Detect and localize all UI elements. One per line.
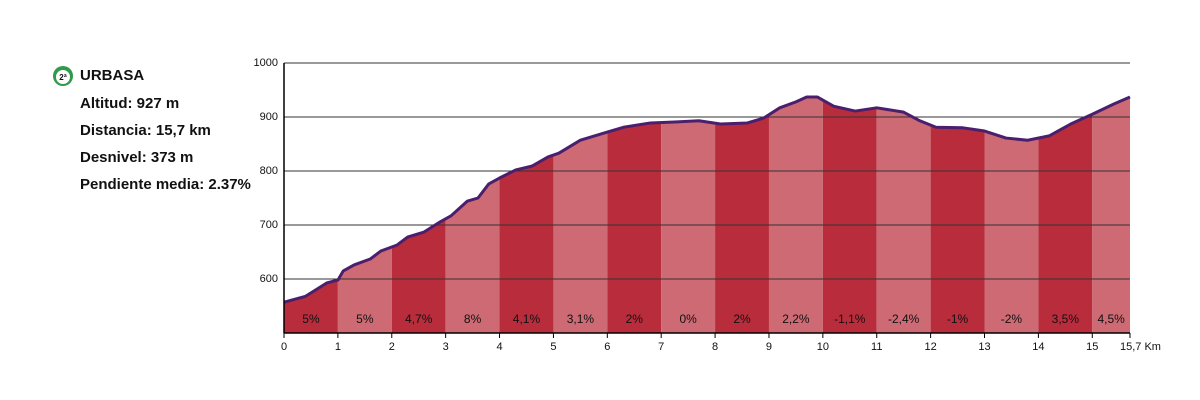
x-tick-label: 11	[871, 341, 882, 353]
x-tick-label: 6	[604, 341, 610, 353]
x-tick-label: 9	[766, 341, 772, 353]
y-tick-label: 600	[260, 273, 278, 285]
gradient-band	[930, 97, 985, 333]
segment-label: 2,2%	[782, 312, 810, 326]
x-tick-label: 5	[550, 341, 556, 353]
badge-text: 2ª	[59, 73, 66, 82]
gradient-band	[499, 97, 554, 333]
gradient-band	[661, 97, 716, 333]
x-tick-label: 4	[496, 341, 502, 353]
info-line: Pendiente media: 2.37%	[80, 176, 251, 193]
x-tick-label: 15	[1086, 341, 1098, 353]
segment-label: -1,1%	[834, 312, 866, 326]
info-line: Altitud: 927 m	[80, 95, 179, 112]
gradient-band	[553, 97, 608, 333]
segment-label: 4,1%	[513, 312, 541, 326]
gradient-band	[445, 97, 500, 333]
segment-label: -2%	[1001, 312, 1023, 326]
gradient-band	[1038, 97, 1093, 333]
x-tick-label: 15,7 Km	[1120, 341, 1161, 353]
gradient-band	[391, 97, 446, 333]
gradient-band	[715, 97, 769, 333]
segment-label: 4,5%	[1097, 312, 1125, 326]
segment-label: 2%	[626, 312, 644, 326]
elevation-line	[283, 95, 1131, 304]
x-tick-label: 7	[658, 341, 664, 353]
gradient-band	[876, 97, 931, 333]
y-tick-label: 1000	[254, 57, 278, 69]
gradient-band	[1092, 97, 1130, 333]
route-title: URBASA	[80, 67, 144, 84]
badge-inner	[56, 70, 70, 84]
gradient-band	[607, 97, 662, 333]
x-tick-label: 8	[712, 341, 718, 353]
gradient-band	[984, 97, 1039, 333]
segment-label: 4,7%	[405, 312, 433, 326]
segment-label: -2,4%	[888, 312, 920, 326]
x-tick-label: 10	[817, 341, 829, 353]
segment-label: 3,5%	[1052, 312, 1080, 326]
gradient-band	[768, 97, 823, 333]
y-tick-label: 900	[260, 111, 278, 123]
info-line: Desnivel: 373 m	[80, 149, 193, 166]
x-tick-label: 3	[443, 341, 449, 353]
info-line: Distancia: 15,7 km	[80, 122, 211, 139]
x-tick-label: 0	[281, 341, 287, 353]
gradient-band	[822, 97, 877, 333]
segment-label: 3,1%	[567, 312, 595, 326]
x-tick-label: 13	[978, 341, 990, 353]
x-tick-label: 14	[1032, 341, 1044, 353]
x-tick-label: 1	[335, 341, 341, 353]
y-tick-label: 700	[260, 219, 278, 231]
x-tick-label: 12	[924, 341, 936, 353]
segment-label: 0%	[679, 312, 697, 326]
y-tick-label: 800	[260, 165, 278, 177]
segment-label: -1%	[947, 312, 969, 326]
segment-label: 5%	[356, 312, 374, 326]
segment-label: 5%	[302, 312, 320, 326]
gradient-band	[337, 97, 392, 333]
x-tick-label: 2	[389, 341, 395, 353]
segment-label: 8%	[464, 312, 482, 326]
segment-label: 2%	[733, 312, 751, 326]
